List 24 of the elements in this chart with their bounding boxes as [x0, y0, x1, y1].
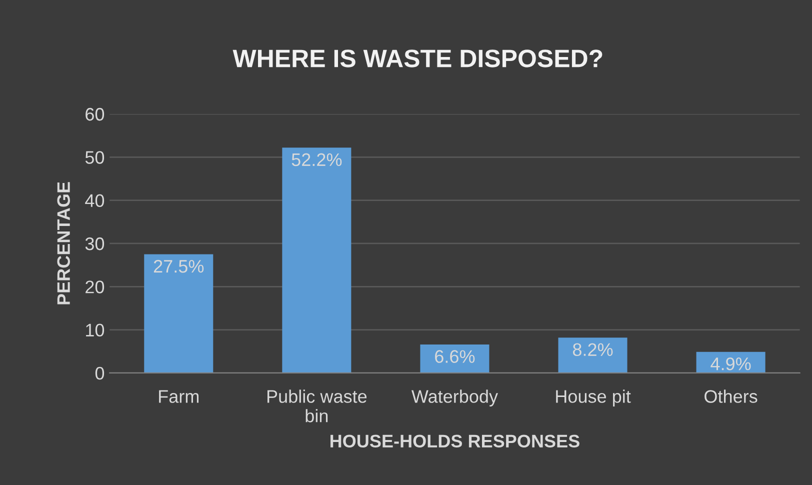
chart-title: WHERE IS WASTE DISPOSED?	[232, 50, 602, 68]
y-tick-label: 20	[86, 280, 104, 294]
y-tick-label: 30	[85, 237, 104, 250]
y-axis-title: PERCENTAGE	[57, 182, 70, 304]
data-label: 27.5%	[154, 260, 204, 273]
x-tick-label: House pit	[556, 390, 631, 406]
bar	[558, 338, 628, 373]
x-axis-title: HOUSE-HOLDS RESPONSES	[330, 434, 580, 448]
y-tick-label: 60	[86, 108, 104, 121]
data-label: 6.6%	[435, 350, 475, 363]
bar	[144, 254, 214, 373]
y-tick-label: 10	[86, 324, 104, 337]
x-tick-label: Farm	[159, 390, 199, 403]
data-label: 52.2%	[292, 153, 342, 166]
x-tick-label: Waterbody	[411, 390, 498, 406]
data-label: 8.2%	[572, 343, 613, 356]
x-tick-label: Others	[704, 390, 758, 403]
bar	[420, 344, 490, 373]
data-label: 4.9%	[710, 357, 751, 370]
y-tick-label: 50	[85, 151, 104, 164]
bar	[282, 148, 352, 373]
y-tick-label: 40	[85, 194, 104, 208]
y-tick-label: 0	[95, 366, 104, 380]
x-tick-label: Public waste bin	[267, 390, 367, 422]
